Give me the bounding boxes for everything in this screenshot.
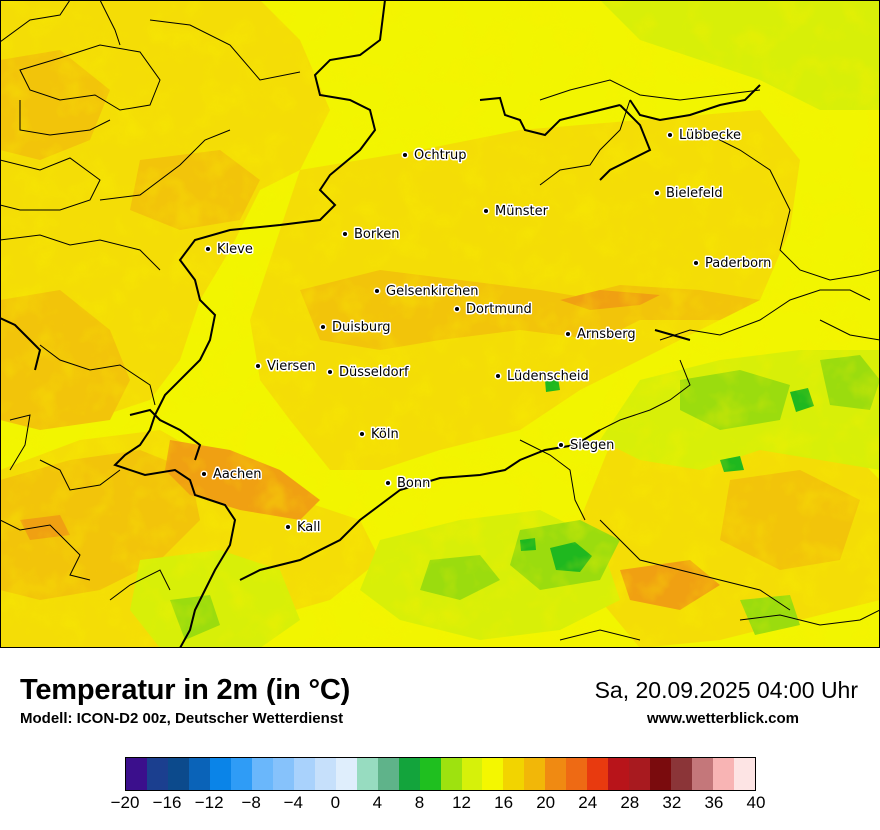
svg-text:Köln: Köln xyxy=(371,427,399,442)
city-duisburg: Duisburg xyxy=(319,319,392,337)
svg-text:Duisburg: Duisburg xyxy=(332,320,391,335)
color-scale-segment xyxy=(629,758,651,790)
svg-text:Lüdenscheid: Lüdenscheid xyxy=(507,369,589,384)
color-scale-segment xyxy=(482,758,504,790)
color-scale-segment xyxy=(419,758,441,790)
color-scale-segment xyxy=(146,758,168,790)
city-arnsberg: Arnsberg xyxy=(564,326,637,344)
color-scale-segment xyxy=(209,758,231,790)
map-title: Temperatur in 2m (in °C) xyxy=(20,674,351,706)
color-scale-segment xyxy=(461,758,483,790)
city-viersen: Viersen xyxy=(254,358,317,376)
color-scale-segment xyxy=(545,758,567,790)
color-scale-tick-label: 16 xyxy=(494,793,514,812)
city-bonn: Bonn xyxy=(384,475,432,493)
color-scale-tick-label: 12 xyxy=(452,793,471,812)
color-scale-segment xyxy=(566,758,588,790)
color-scale-segment xyxy=(587,758,609,790)
svg-text:Lübbecke: Lübbecke xyxy=(679,128,741,143)
city-luedenscheid: Lüdenscheid xyxy=(494,368,590,386)
state-borders xyxy=(0,0,761,648)
color-scale-bar xyxy=(125,757,756,791)
color-scale-tick-label: 28 xyxy=(620,793,640,812)
svg-text:Gelsenkirchen: Gelsenkirchen xyxy=(386,284,479,299)
svg-text:Bielefeld: Bielefeld xyxy=(666,186,723,201)
color-scale-segment xyxy=(356,758,378,790)
color-scale-segment xyxy=(377,758,399,790)
city-borken: Borken xyxy=(341,226,401,244)
district-boundaries xyxy=(0,0,880,641)
city-kleve: Kleve xyxy=(204,241,254,259)
svg-text:Kleve: Kleve xyxy=(217,242,253,257)
color-scale-tick-label: 36 xyxy=(704,793,724,812)
color-scale-segment xyxy=(524,758,546,790)
city-koeln: Köln xyxy=(358,426,400,444)
website-link[interactable]: www.wetterblick.com xyxy=(647,710,799,727)
color-scale-tick-label: −8 xyxy=(241,793,261,812)
color-scale-segment xyxy=(272,758,294,790)
color-scale-segment xyxy=(314,758,336,790)
color-scale-tick-label: −12 xyxy=(194,793,224,812)
svg-text:Münster: Münster xyxy=(495,204,549,219)
color-scale-segment xyxy=(188,758,210,790)
city-gelsenkirchen: Gelsenkirchen xyxy=(373,283,480,301)
city-kall: Kall xyxy=(284,519,322,537)
svg-text:Bonn: Bonn xyxy=(397,476,430,491)
color-scale-segment xyxy=(293,758,315,790)
svg-text:Borken: Borken xyxy=(354,227,400,242)
color-scale-segment xyxy=(167,758,189,790)
svg-text:Ochtrup: Ochtrup xyxy=(414,148,467,163)
color-scale-ticks: −20 −16 −12 −8 −4 0 4 8 12 16 20 24 28 32 36 40 xyxy=(0,793,880,823)
city-duesseldorf: Düsseldorf xyxy=(326,364,410,382)
color-scale-segment xyxy=(126,758,147,790)
temperature-map: Lübbecke Ochtrup Bielefeld Münster Kleve… xyxy=(0,0,880,648)
color-scale-tick-label: 8 xyxy=(414,793,425,812)
svg-text:Arnsberg: Arnsberg xyxy=(577,327,636,342)
svg-text:Dortmund: Dortmund xyxy=(466,302,532,317)
color-scale-segment xyxy=(671,758,693,790)
model-source: Modell: ICON-D2 00z, Deutscher Wetterdie… xyxy=(20,710,344,727)
color-scale-tick-label: 4 xyxy=(372,793,383,812)
color-scale-segment xyxy=(713,758,735,790)
city-siegen: Siegen xyxy=(557,437,616,455)
city-bielefeld: Bielefeld xyxy=(653,185,724,203)
city-ochtrup: Ochtrup xyxy=(401,147,468,165)
color-scale-tick-label: 20 xyxy=(536,793,556,812)
color-scale-tick-label: −4 xyxy=(283,793,303,812)
map-footer xyxy=(0,648,880,830)
color-scale-segment xyxy=(503,758,525,790)
color-scale-segment xyxy=(440,758,462,790)
svg-text:Viersen: Viersen xyxy=(267,359,316,374)
city-muenster: Münster xyxy=(482,203,550,221)
color-scale-tick-label: 24 xyxy=(578,793,598,812)
forecast-datetime: Sa, 20.09.2025 04:00 Uhr xyxy=(594,677,858,703)
color-scale-segment xyxy=(650,758,672,790)
color-scale-segment xyxy=(335,758,357,790)
color-scale-segment xyxy=(251,758,273,790)
color-scale-segment xyxy=(398,758,420,790)
city-luebbecke: Lübbecke xyxy=(666,127,742,145)
color-scale-tick-label: 0 xyxy=(330,793,341,812)
color-scale-segment xyxy=(608,758,630,790)
city-dortmund: Dortmund xyxy=(453,301,533,319)
svg-text:Aachen: Aachen xyxy=(213,467,261,482)
city-paderborn: Paderborn xyxy=(692,255,773,273)
color-scale-segment xyxy=(230,758,252,790)
svg-text:Kall: Kall xyxy=(297,520,321,535)
color-scale-segment xyxy=(692,758,714,790)
color-scale-tick-label: −16 xyxy=(152,793,182,812)
city-aachen: Aachen xyxy=(200,466,263,484)
svg-text:Paderborn: Paderborn xyxy=(705,256,771,271)
color-scale-tick-label: 32 xyxy=(662,793,682,812)
color-scale-tick-label: 40 xyxy=(746,793,766,812)
svg-text:Düsseldorf: Düsseldorf xyxy=(339,365,409,380)
svg-text:Siegen: Siegen xyxy=(570,438,614,453)
color-scale-tick-label: −20 xyxy=(110,793,140,812)
color-scale-segment xyxy=(734,758,756,790)
